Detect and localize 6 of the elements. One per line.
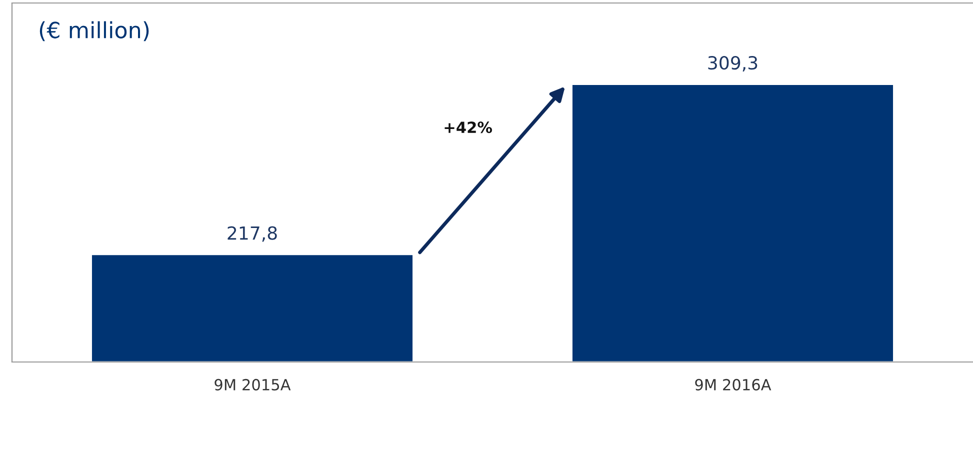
data-label: 217,8: [228, 226, 277, 242]
text: (€ million): [40, 21, 149, 42]
x-tick-label: 9M 2016A: [695, 378, 772, 390]
annotation: +42%: [444, 122, 492, 134]
data-label: 309,3: [708, 56, 758, 72]
x-tick-label: 9M 2015A: [214, 378, 291, 390]
